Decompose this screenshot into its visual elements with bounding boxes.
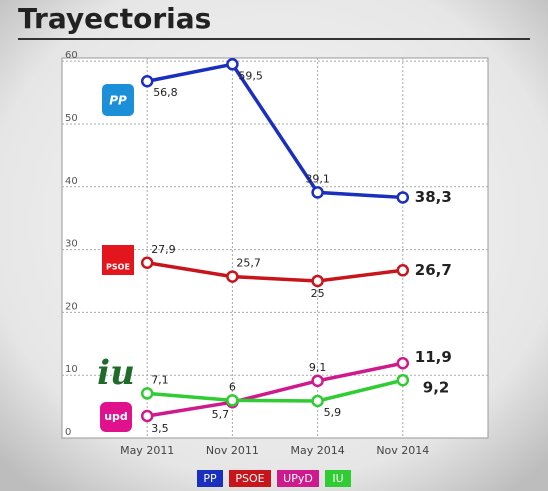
logo-text: PP — [109, 94, 127, 108]
legend-swatch — [197, 470, 223, 487]
y-tick-label: 0 — [65, 427, 71, 438]
y-tick-label: 50 — [65, 113, 78, 124]
logo-text: upd — [104, 410, 128, 423]
value-label: 39,1 — [305, 172, 330, 185]
value-label: 11,9 — [415, 348, 452, 366]
x-tick-label: Nov 2014 — [376, 444, 429, 457]
value-label: 3,5 — [151, 422, 169, 435]
y-tick-label: 10 — [65, 364, 78, 375]
point — [396, 373, 410, 387]
x-tick-label: May 2014 — [290, 444, 344, 457]
series-line — [146, 261, 404, 283]
series-line — [146, 361, 404, 418]
logo-text: iu — [97, 353, 135, 393]
point — [396, 357, 410, 370]
value-label: 9,1 — [309, 361, 327, 374]
point — [311, 394, 324, 408]
point — [140, 74, 154, 88]
point — [140, 387, 154, 400]
point — [396, 264, 410, 277]
point — [311, 274, 324, 288]
series-line — [146, 62, 403, 200]
legend-swatch — [229, 470, 271, 487]
y-tick-label: 20 — [65, 301, 78, 312]
legend-swatch — [325, 470, 351, 487]
y-tick-label: 60 — [65, 50, 78, 61]
value-label: 27,9 — [151, 243, 176, 256]
value-label: 38,3 — [415, 188, 452, 206]
value-label: 6 — [229, 380, 236, 393]
value-label: 25,7 — [236, 257, 261, 270]
series-line — [147, 378, 404, 403]
value-label: 25 — [311, 287, 325, 300]
value-label: 59,5 — [238, 69, 263, 82]
logo — [100, 402, 132, 432]
point — [396, 191, 410, 204]
value-label: 5,7 — [212, 408, 230, 421]
legend-label: UPyD — [283, 472, 313, 485]
value-label: 5,9 — [324, 406, 342, 419]
y-tick-label: 40 — [65, 176, 78, 187]
legend-label: PSOE — [235, 472, 264, 485]
logo — [102, 84, 134, 116]
logo — [102, 245, 134, 275]
point — [140, 409, 154, 423]
chart-title: Trayectorias — [18, 2, 211, 35]
x-tick-label: Nov 2011 — [206, 444, 259, 457]
point — [311, 186, 324, 199]
value-label: 56,8 — [153, 86, 178, 99]
value-label: 26,7 — [415, 261, 452, 279]
point — [226, 270, 239, 283]
legend-label: PP — [203, 472, 217, 485]
point — [311, 374, 324, 388]
point — [226, 58, 239, 71]
logo-text: PSOE — [106, 263, 130, 272]
legend-swatch — [277, 470, 319, 487]
x-tick-label: May 2011 — [120, 444, 174, 457]
legend-label: IU — [332, 472, 343, 485]
point — [140, 256, 154, 270]
y-tick-label: 30 — [65, 239, 78, 250]
point — [226, 394, 239, 407]
value-label: 9,2 — [423, 379, 450, 397]
value-label: 7,1 — [151, 373, 169, 386]
